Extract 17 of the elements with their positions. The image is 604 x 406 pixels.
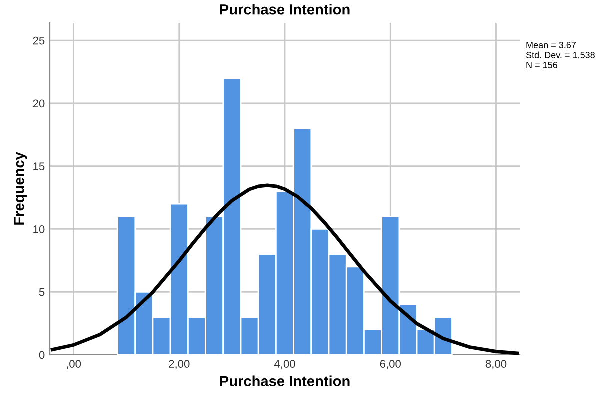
text: N = 156 [526, 62, 558, 68]
x-tick-label: ,00 [67, 360, 82, 370]
chart-title: Purchase Intention [220, 4, 350, 15]
x-tick-label: 4,00 [274, 360, 296, 370]
x-tick-label: 2,00 [169, 360, 190, 370]
y-tick-label: 25 [33, 36, 45, 45]
y-tick-label: 15 [34, 162, 45, 170]
y-axis-title: Frequency [14, 152, 28, 225]
y-tick-label: 20 [33, 100, 45, 108]
y-tick-label: 5 [39, 288, 45, 296]
y-tick-label: 0 [39, 351, 45, 360]
text: Std. Dev. = 1,538 [526, 52, 595, 60]
x-tick-label: 6,00 [380, 360, 401, 370]
y-tick-label: 10 [34, 226, 45, 234]
x-axis-title: Purchase Intention [220, 376, 350, 386]
x-tick-label: 8,00 [486, 360, 507, 370]
text: Mean = 3,67 [526, 42, 576, 50]
